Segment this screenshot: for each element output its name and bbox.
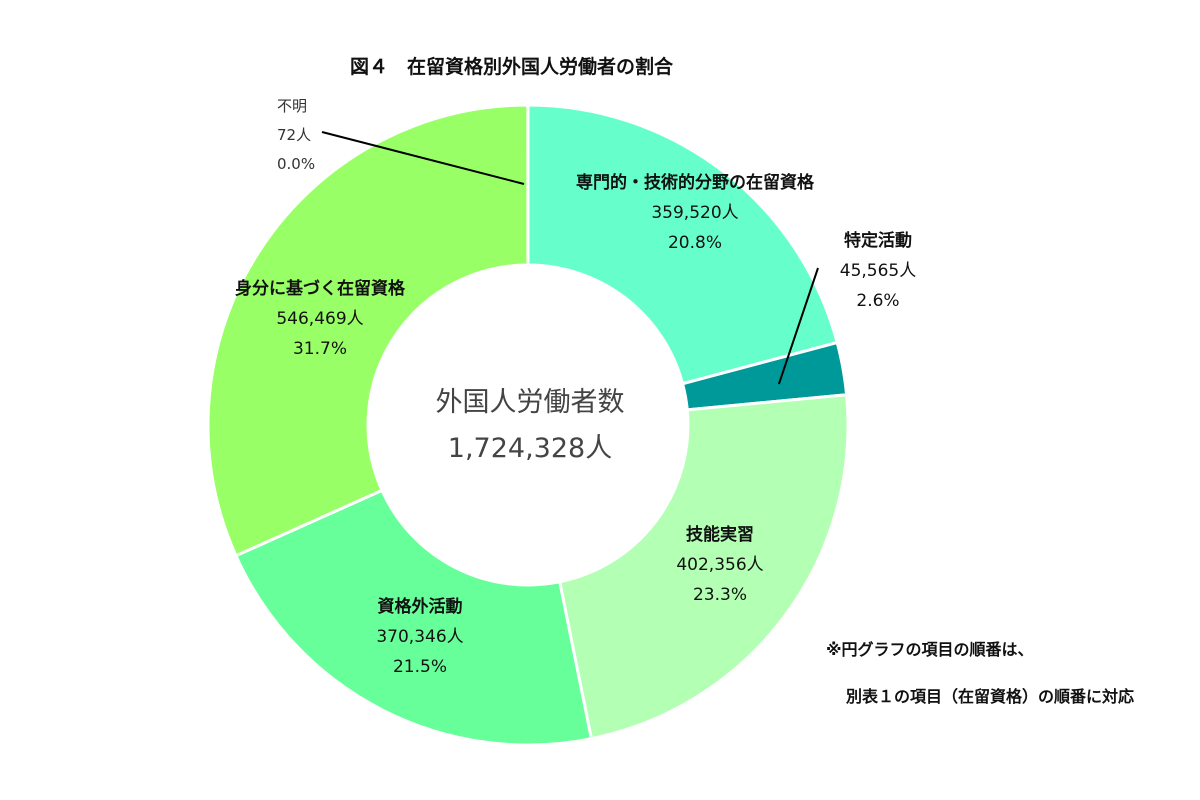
slice-label-ginou: 技能実習 402,356人 23.3% — [640, 520, 800, 610]
slice-name: 専門的・技術的分野の在留資格 — [576, 173, 814, 193]
slice-percent: 23.3% — [692, 585, 747, 605]
donut-center-text: 外国人労働者数 1,724,328人 — [380, 380, 680, 472]
slice-count: 546,469人 — [276, 309, 364, 329]
footnote-line-2: 別表１の項目（在留資格）の順番に対応 — [846, 687, 1135, 706]
center-total: 1,724,328人 — [447, 433, 613, 464]
slice-name: 特定活動 — [844, 231, 912, 251]
slice-shikakugai — [233, 488, 594, 747]
slice-label-shikakugai: 資格外活動 370,346人 21.5% — [330, 592, 510, 682]
leader-line-tokutei — [777, 267, 819, 385]
slice-count: 370,346人 — [376, 627, 464, 647]
slice-senmon — [526, 103, 840, 386]
chart-title: 図４ 在留資格別外国人労働者の割合 — [350, 56, 674, 78]
slice-percent: 2.6% — [856, 291, 900, 311]
slice-ginou — [557, 393, 850, 741]
slice-count: 72人 — [277, 126, 312, 144]
slice-percent: 21.5% — [392, 657, 447, 677]
slice-name: 不明 — [277, 97, 308, 115]
slice-count: 45,565人 — [839, 261, 917, 281]
slice-label-fumei: 不明 72人 0.0% — [277, 92, 357, 179]
slice-label-tokutei: 特定活動 45,565人 2.6% — [808, 226, 948, 316]
center-label: 外国人労働者数 — [435, 387, 625, 418]
slice-count: 402,356人 — [676, 555, 764, 575]
slice-percent: 0.0% — [277, 155, 316, 173]
slice-percent: 31.7% — [292, 339, 347, 359]
footnote-line-1: ※円グラフの項目の順番は、 — [826, 640, 1034, 659]
slice-mibun — [206, 103, 530, 558]
slice-percent: 20.8% — [667, 233, 722, 253]
slice-label-mibun: 身分に基づく在留資格 546,469人 31.7% — [210, 274, 430, 364]
slice-label-senmon: 専門的・技術的分野の在留資格 359,520人 20.8% — [530, 168, 860, 258]
slice-name: 資格外活動 — [377, 597, 463, 617]
slice-name: 技能実習 — [686, 525, 754, 545]
slice-count: 359,520人 — [651, 203, 739, 223]
leader-line-fumei — [321, 131, 525, 185]
slice-name: 身分に基づく在留資格 — [235, 279, 405, 299]
